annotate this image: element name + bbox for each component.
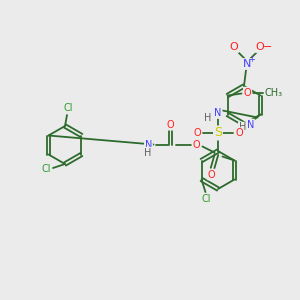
Text: −: − [263, 42, 273, 52]
Text: O: O [235, 128, 243, 138]
Text: H: H [239, 122, 246, 133]
Text: Cl: Cl [202, 194, 211, 203]
Text: O: O [256, 42, 264, 52]
Text: O: O [193, 128, 201, 138]
Text: O: O [208, 169, 215, 179]
Text: N: N [214, 108, 222, 118]
Text: N: N [243, 59, 251, 69]
Text: O: O [167, 119, 174, 130]
Text: O: O [193, 140, 200, 149]
Text: Cl: Cl [41, 164, 51, 174]
Text: N: N [145, 140, 152, 149]
Text: O: O [244, 88, 251, 98]
Text: S: S [214, 127, 222, 140]
Text: N: N [247, 119, 254, 130]
Text: Cl: Cl [63, 103, 73, 113]
Text: CH₃: CH₃ [265, 88, 283, 98]
Text: +: + [249, 55, 255, 64]
Text: O: O [230, 42, 238, 52]
Text: H: H [144, 148, 151, 158]
Text: H: H [204, 113, 212, 123]
